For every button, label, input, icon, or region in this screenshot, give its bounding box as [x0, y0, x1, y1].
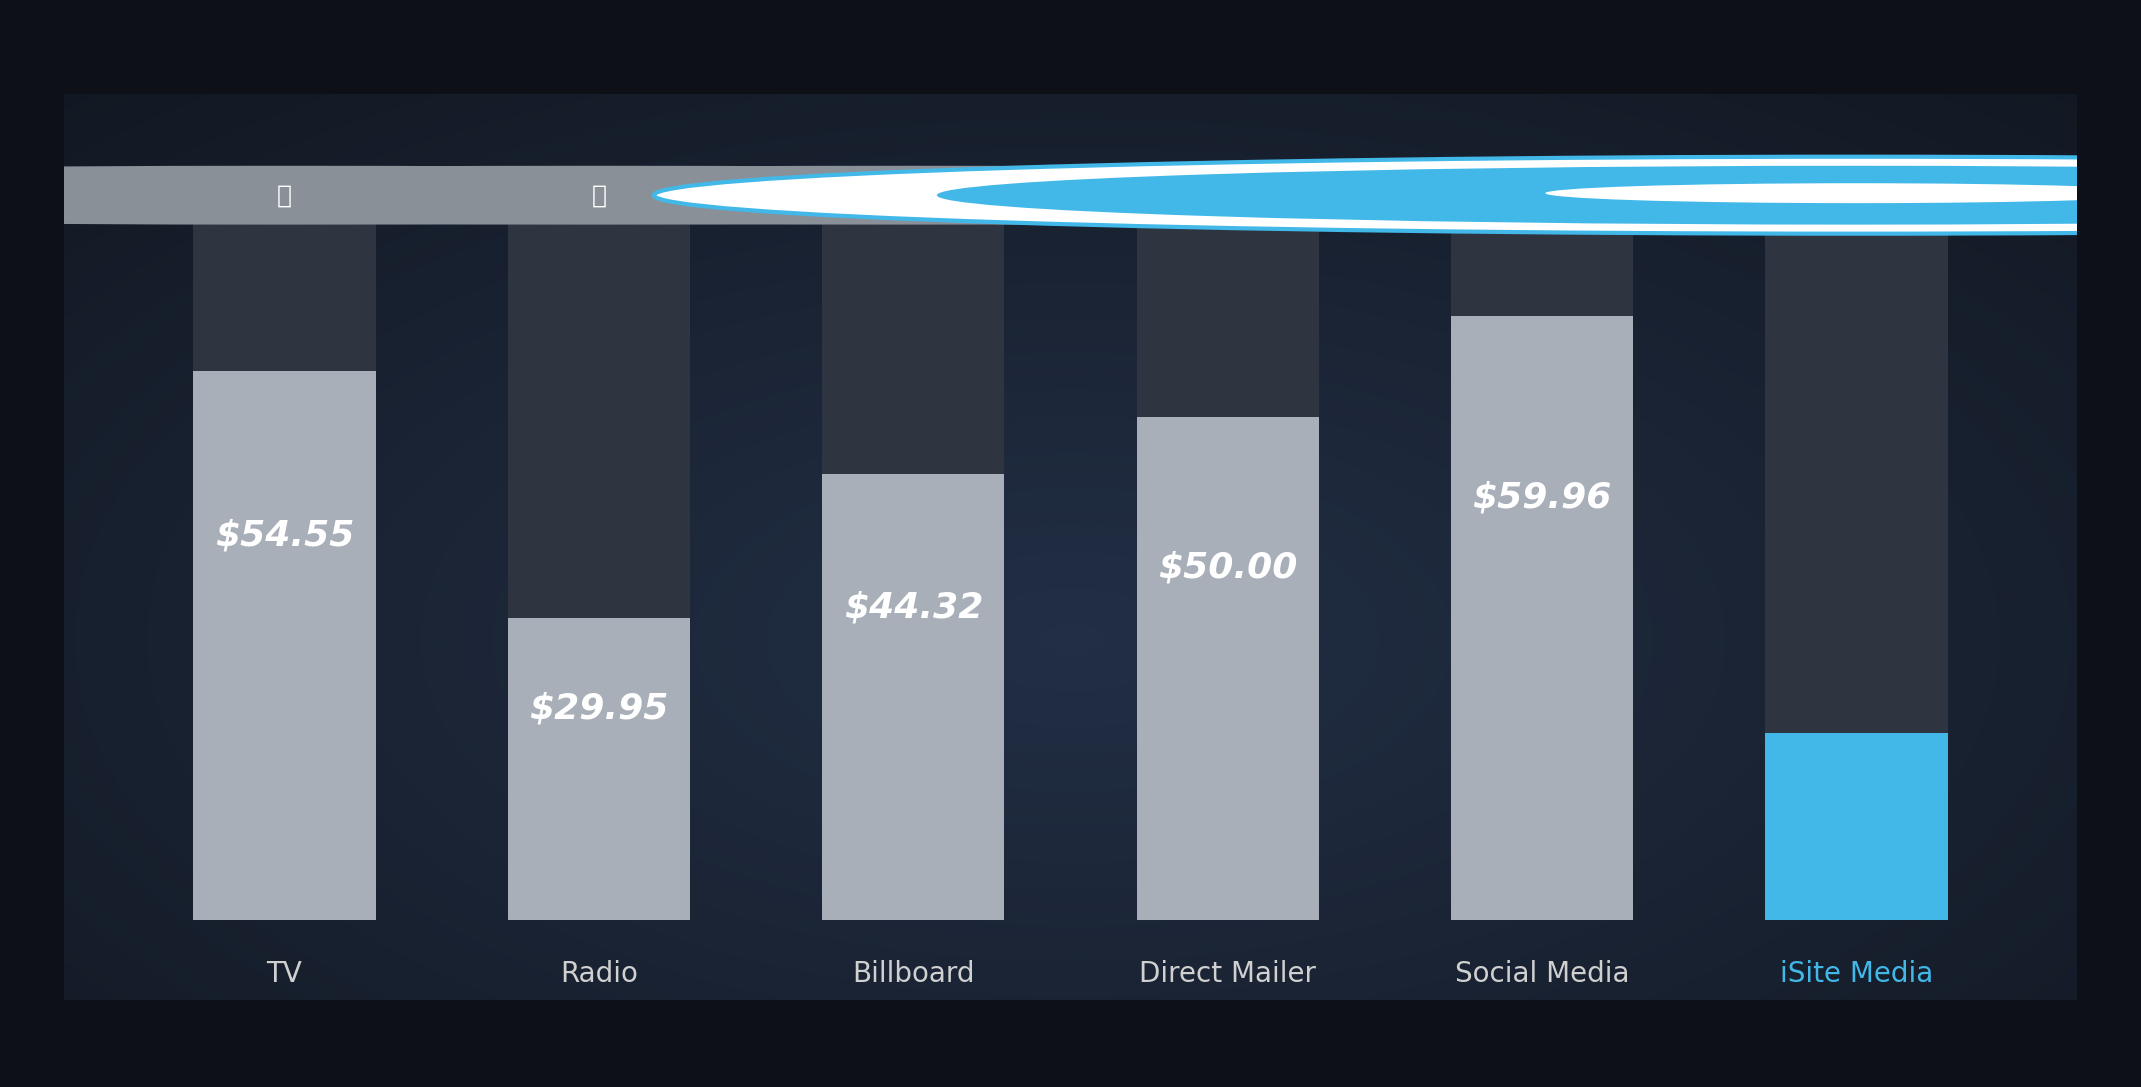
- FancyBboxPatch shape: [822, 196, 1004, 920]
- FancyBboxPatch shape: [1452, 196, 1634, 920]
- Text: Direct Mailer: Direct Mailer: [1139, 960, 1317, 988]
- FancyBboxPatch shape: [193, 371, 375, 920]
- Text: $54.55: $54.55: [214, 518, 353, 552]
- Text: $44.32: $44.32: [844, 590, 983, 624]
- Ellipse shape: [0, 166, 2045, 225]
- Circle shape: [1546, 184, 2141, 203]
- Circle shape: [938, 166, 2141, 225]
- Text: Social Media: Social Media: [1456, 960, 1629, 988]
- Text: ✉: ✉: [1218, 184, 1237, 208]
- FancyBboxPatch shape: [1766, 196, 1948, 920]
- Text: 📺: 📺: [276, 184, 291, 208]
- Ellipse shape: [0, 166, 1730, 225]
- Text: iSite Media: iSite Media: [1779, 960, 1933, 988]
- Text: TV: TV: [265, 960, 302, 988]
- Text: $50.00: $50.00: [1158, 550, 1297, 585]
- FancyBboxPatch shape: [822, 474, 1004, 920]
- Text: 📻: 📻: [591, 184, 606, 208]
- FancyBboxPatch shape: [193, 196, 375, 920]
- FancyBboxPatch shape: [1766, 733, 1948, 920]
- Text: Billboard: Billboard: [852, 960, 974, 988]
- Text: 📱: 📱: [1535, 184, 1550, 208]
- Ellipse shape: [0, 166, 1417, 225]
- Ellipse shape: [411, 166, 2141, 225]
- Text: $59.96: $59.96: [1473, 480, 1612, 514]
- Text: Radio: Radio: [561, 960, 638, 988]
- FancyBboxPatch shape: [1452, 316, 1634, 920]
- Text: $18.55: $18.55: [1788, 772, 1927, 805]
- FancyBboxPatch shape: [1137, 416, 1319, 920]
- Circle shape: [653, 157, 2141, 234]
- Ellipse shape: [96, 166, 2141, 225]
- FancyBboxPatch shape: [507, 619, 689, 920]
- FancyBboxPatch shape: [1137, 196, 1319, 920]
- Text: 🪧: 🪧: [906, 184, 921, 208]
- Text: $29.95: $29.95: [529, 691, 668, 726]
- FancyBboxPatch shape: [507, 196, 689, 920]
